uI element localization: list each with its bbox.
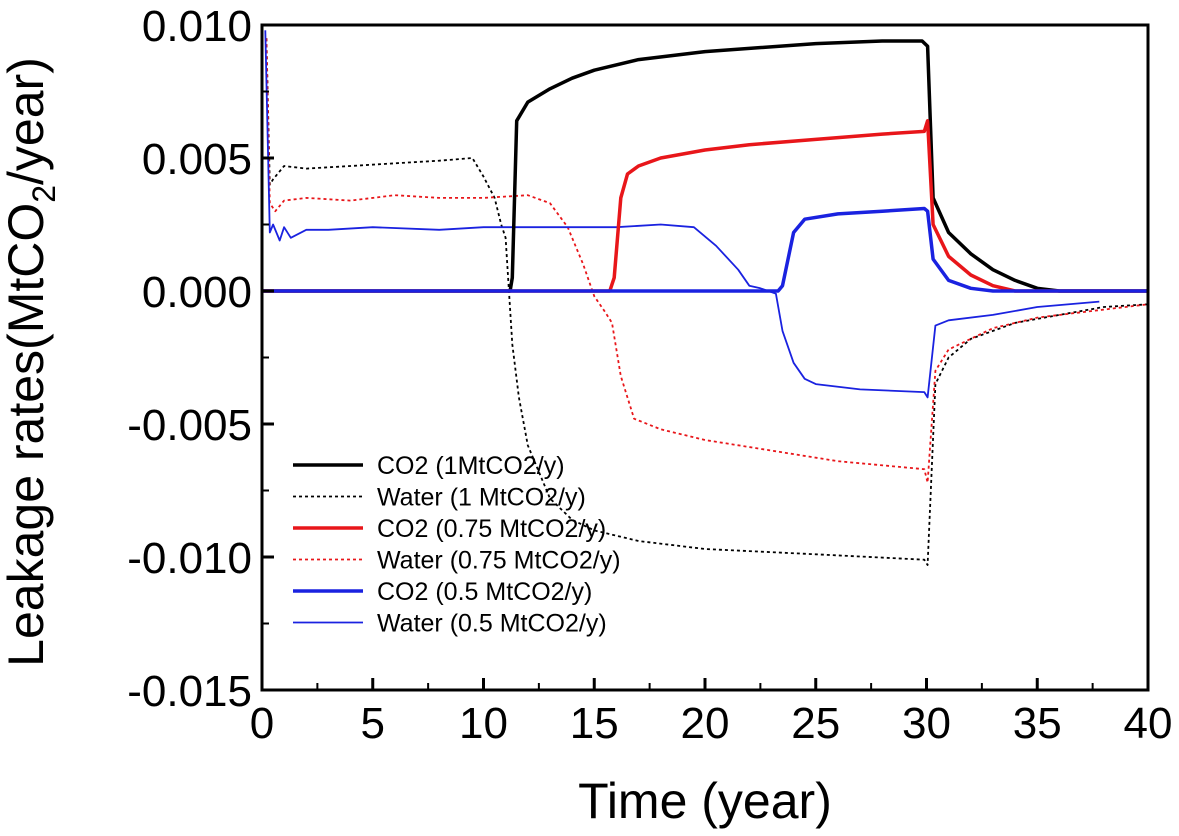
y-axis-title-subscript: 2 — [26, 185, 62, 203]
series-layer — [262, 30, 1149, 566]
x-tick-label: 0 — [250, 699, 274, 748]
y-tick-label: -0.010 — [127, 534, 252, 583]
legend-label-3: CO2 (0.75 MtCO2/y) — [377, 515, 606, 543]
y-axis-title-tail: /year) — [0, 57, 54, 185]
y-tick-label: 0.010 — [142, 2, 252, 51]
y-tick-label: 0.005 — [142, 135, 252, 184]
series-line-1 — [262, 39, 1148, 293]
ticks-layer: 0 5 10 15 20 25 30 35 40 -0.015 -0.010 -0.005 0.000 0… — [127, 2, 1172, 748]
y-tick-label: -0.015 — [127, 667, 252, 716]
legend-label-4: Water (0.75 MtCO2/y) — [377, 547, 621, 575]
x-tick-label: 15 — [570, 699, 619, 748]
legend-label-6: Water (0.5 MtCO2/y) — [377, 610, 607, 638]
legend-label-5: CO2 (0.5 MtCO2/y) — [377, 578, 592, 606]
legend: CO2 (1MtCO2/y) Water (1 MtCO2/y) CO2 (0.75… — [293, 452, 621, 638]
y-axis-title-main: Leakage rates(MtCO — [0, 203, 54, 667]
x-tick-label: 25 — [791, 699, 840, 748]
y-tick-label: -0.005 — [127, 401, 252, 450]
series-line-3 — [262, 119, 1148, 293]
x-tick-label: 30 — [902, 699, 951, 748]
x-tick-label: 10 — [459, 699, 508, 748]
x-tick-label: 5 — [361, 699, 385, 748]
y-axis-title: Leakage rates(MtCO2/year) — [0, 57, 62, 667]
y-tick-label: 0.000 — [142, 268, 252, 317]
series-line-5 — [262, 206, 1148, 293]
x-axis-title: Time (year) — [578, 773, 832, 829]
x-tick-label: 20 — [681, 699, 730, 748]
x-tick-label: 35 — [1013, 699, 1062, 748]
legend-label-2: Water (1 MtCO2/y) — [377, 484, 586, 512]
series-line-4 — [265, 38, 1149, 484]
legend-label-1: CO2 (1MtCO2/y) — [377, 452, 565, 480]
series-line-6 — [264, 30, 1100, 399]
x-tick-label: 40 — [1124, 699, 1173, 748]
